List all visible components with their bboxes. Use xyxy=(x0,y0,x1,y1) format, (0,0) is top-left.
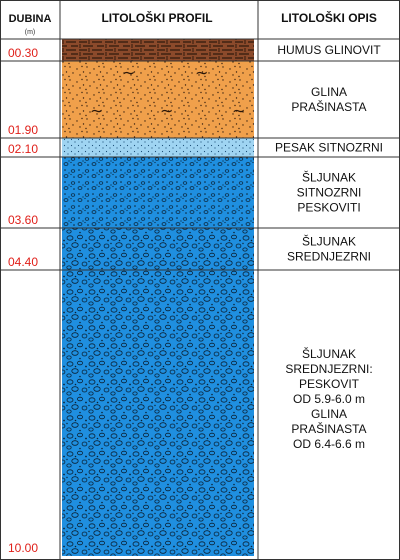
depth-label: 00.30 xyxy=(8,46,38,60)
description-line: SITNOZRNI xyxy=(297,186,362,200)
clay-tilde-mark: ∼ xyxy=(90,101,103,120)
description-line: OD 5.9-6.0 m xyxy=(293,392,365,406)
layer-1: 00.30 HUMUS GLINOVIT xyxy=(8,39,381,61)
depth-column-title: DUBINA xyxy=(9,13,52,25)
layer-3: 02.10 PESAK SITNOZRNI xyxy=(8,138,383,157)
description-column-title: LITOLOŠKI OPIS xyxy=(281,10,377,25)
clay-tilde-mark: ∼ xyxy=(195,63,208,82)
layer-fill-silty-clay xyxy=(62,61,254,138)
clay-tilde-mark: ∼ xyxy=(232,101,245,120)
description-line: SREDNJEZRNI: xyxy=(285,362,372,376)
description-line: PRAŠINASTA xyxy=(291,421,366,436)
description-line: SREDNJEZRNI xyxy=(287,250,371,264)
layer-fill-fine-gravel xyxy=(62,157,254,228)
description-line: ŠLJUNAK xyxy=(302,346,356,361)
layer-fill-humus xyxy=(62,39,254,61)
layer-fill-medium-gravel xyxy=(62,228,254,270)
depth-label: 03.60 xyxy=(8,213,38,227)
clay-tilde-mark: ∼ xyxy=(160,101,173,120)
description-line: PRAŠINASTA xyxy=(291,99,366,114)
description-line: PESAK SITNOZRNI xyxy=(275,141,383,155)
description-line: GLINA xyxy=(311,407,347,421)
description-line: PESKOVIT xyxy=(299,377,360,391)
clay-tilde-mark: ∼ xyxy=(122,63,135,82)
depth-label: 04.40 xyxy=(8,255,38,269)
layers: 00.30 HUMUS GLINOVIT∼ ∼∼ ∼ ∼01.90GLINAPRAŠIN… xyxy=(8,39,383,556)
layer-fill-fine-sand xyxy=(62,138,254,157)
profile-column-title: LITOLOŠKI PROFIL xyxy=(101,10,212,25)
description-line: HUMUS GLINOVIT xyxy=(277,43,381,57)
table-header: DUBINA (m) LITOLOŠKI PROFIL LITOLOŠKI OP… xyxy=(9,10,377,36)
depth-label: 02.10 xyxy=(8,142,38,156)
description-line: GLINA xyxy=(311,85,347,99)
description-line: PESKOVITI xyxy=(297,201,360,215)
description-line: OD 6.4-6.6 m xyxy=(293,437,365,451)
depth-label: 01.90 xyxy=(8,123,38,137)
description-line: ŠLJUNAK xyxy=(302,234,356,249)
description-line: ŠLJUNAK xyxy=(302,170,356,185)
depth-label: 10.00 xyxy=(8,541,38,555)
layer-fill-medium-gravel xyxy=(62,270,254,556)
depth-unit-label: (m) xyxy=(25,29,36,36)
